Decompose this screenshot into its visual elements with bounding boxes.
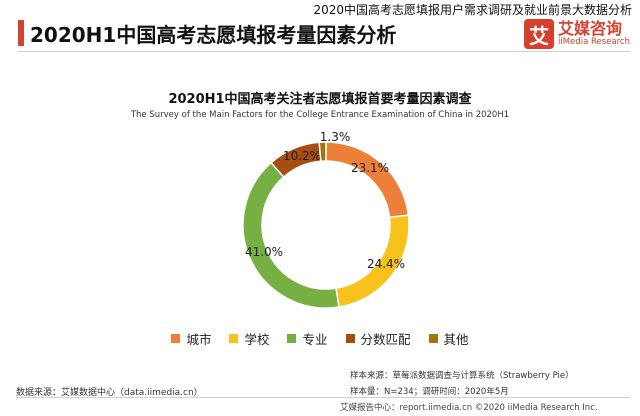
- chart-title: 2020H1中国高考关注者志愿填报首要考量因素调查: [168, 92, 472, 107]
- chart-legend: 城市 学校 专业 分数匹配 其他: [0, 329, 640, 348]
- brand-logo: 艾 艾媒咨询 iiMedia Research: [524, 17, 630, 51]
- title-accent-bar: [18, 20, 24, 46]
- slice-label-4: 1.3%: [320, 130, 351, 144]
- sample-source: 样本来源：草莓派数据调查与计算系统（Strawberry Pie）: [350, 371, 574, 381]
- legend-label-3: 分数匹配: [360, 332, 411, 347]
- legend-item-4: 其他: [428, 329, 469, 348]
- slice-label-2: 41.0%: [245, 245, 283, 259]
- copyright: 艾媒报告中心：report.iimedia.cn ©2020 iiMedia R…: [340, 403, 598, 413]
- slice-label-0: 23.1%: [351, 161, 389, 175]
- legend-swatch-4: [428, 334, 438, 343]
- data-source: 数据来源：艾媒数据中心（data.iimedia.cn）: [16, 388, 203, 398]
- slice-label-3: 10.2%: [283, 149, 321, 163]
- legend-label-2: 专业: [302, 332, 328, 347]
- legend-label-1: 学校: [244, 332, 270, 347]
- legend-item-3: 分数匹配: [345, 329, 411, 348]
- sample-size: 样本量：N=234；调研时间：2020年5月: [350, 387, 509, 397]
- legend-item-2: 专业: [287, 329, 328, 348]
- legend-swatch-2: [287, 334, 297, 343]
- legend-swatch-3: [345, 334, 355, 343]
- footer-divider: [16, 397, 630, 398]
- donut-slice-4: [318, 141, 327, 163]
- donut-slice-0: [325, 141, 410, 219]
- legend-swatch-1: [229, 334, 239, 343]
- brand-icon: 艾: [524, 19, 555, 49]
- legend-item-1: 学校: [229, 329, 269, 348]
- donut-slice-2: [242, 161, 340, 309]
- chart-subtitle: The Survey of the Main Factors for the C…: [130, 110, 510, 120]
- brand-name: 艾媒咨询: [558, 19, 623, 39]
- legend-label-4: 其他: [443, 332, 469, 347]
- legend-swatch-0: [171, 334, 181, 343]
- legend-label-0: 城市: [186, 332, 212, 347]
- brand-name-en: iiMedia Research: [558, 36, 630, 47]
- page-title: 2020H1中国高考志愿填报考量因素分析: [30, 23, 397, 47]
- legend-item-0: 城市: [171, 329, 211, 348]
- slice-label-1: 24.4%: [367, 257, 405, 271]
- report-title: 2020中国高考志愿填报用户需求调研及就业前景大数据分析: [313, 3, 632, 17]
- header-divider: [18, 51, 630, 52]
